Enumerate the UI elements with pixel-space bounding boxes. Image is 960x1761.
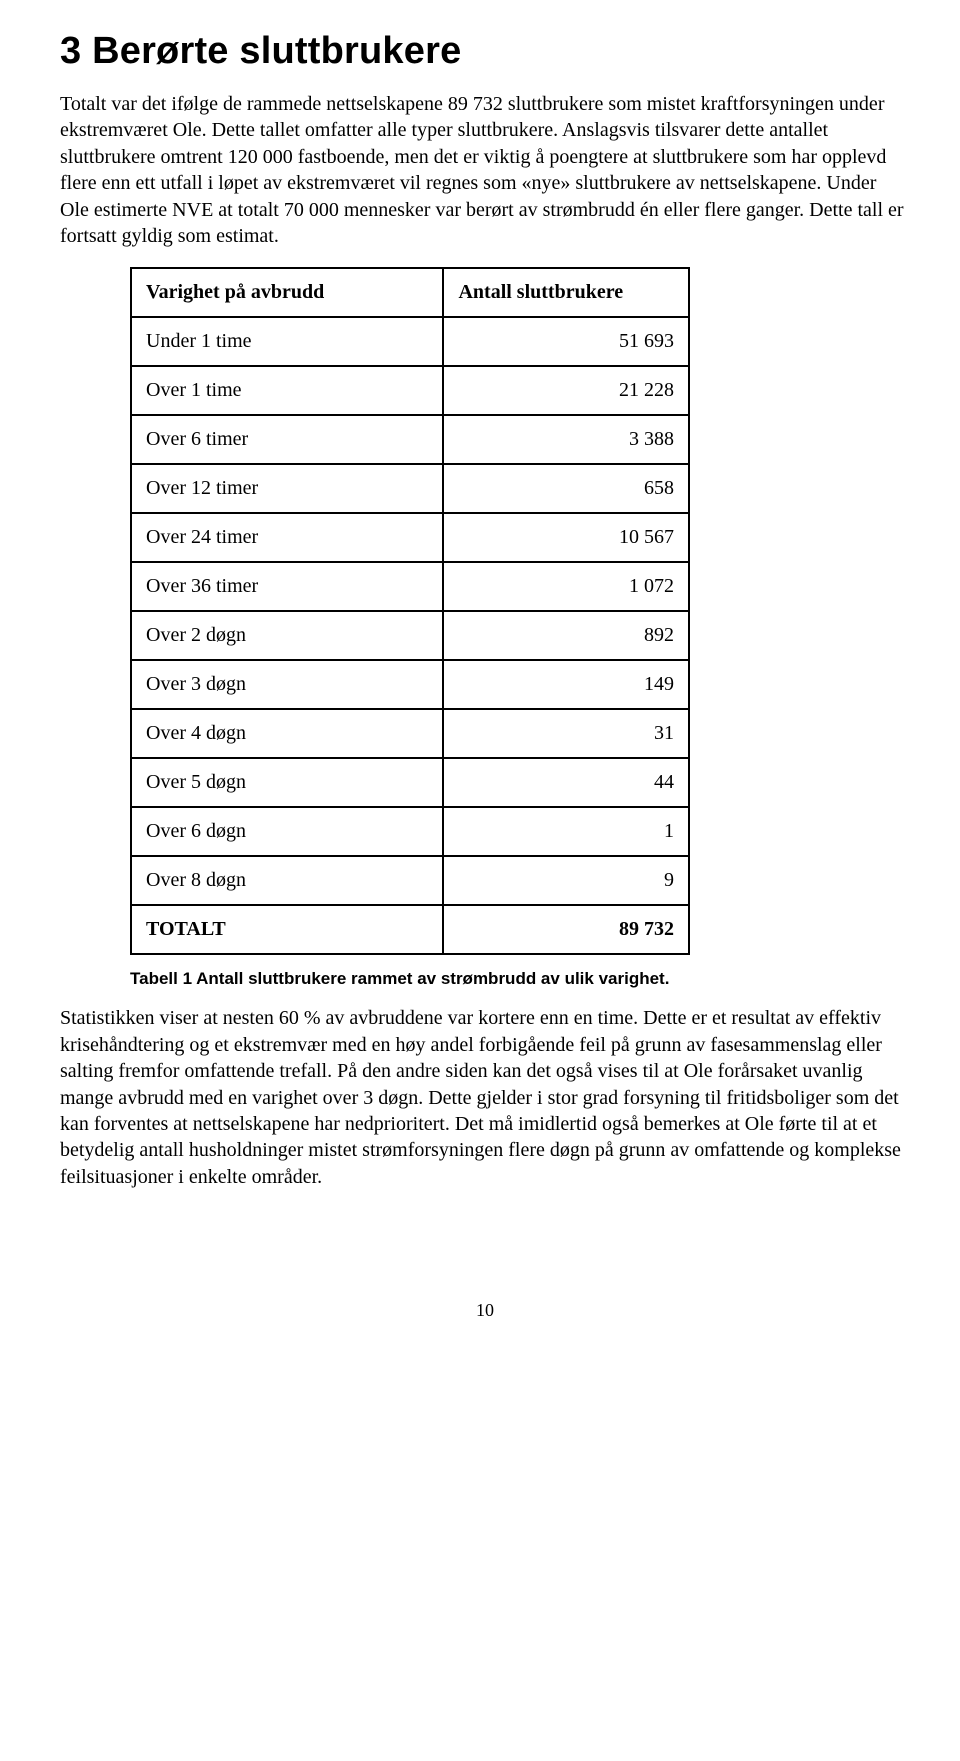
count-cell: 10 567	[443, 513, 689, 562]
count-cell: 149	[443, 660, 689, 709]
count-cell: 1 072	[443, 562, 689, 611]
count-cell: 51 693	[443, 317, 689, 366]
duration-cell: Over 2 døgn	[131, 611, 443, 660]
analysis-paragraph: Statistikken viser at nesten 60 % av avb…	[60, 1005, 910, 1190]
count-cell: 892	[443, 611, 689, 660]
duration-cell: Over 6 timer	[131, 415, 443, 464]
table-row: Over 6 timer3 388	[131, 415, 689, 464]
count-cell: 1	[443, 807, 689, 856]
table-row: Over 4 døgn31	[131, 709, 689, 758]
duration-cell: Over 6 døgn	[131, 807, 443, 856]
table-row: Over 1 time21 228	[131, 366, 689, 415]
count-cell: 21 228	[443, 366, 689, 415]
table-container: Varighet på avbrudd Antall sluttbrukere …	[130, 267, 910, 955]
table-caption: Tabell 1 Antall sluttbrukere rammet av s…	[130, 969, 910, 989]
duration-cell: Under 1 time	[131, 317, 443, 366]
count-cell: 89 732	[443, 905, 689, 954]
table-row: Under 1 time51 693	[131, 317, 689, 366]
duration-cell: Over 24 timer	[131, 513, 443, 562]
count-cell: 9	[443, 856, 689, 905]
col-header-duration: Varighet på avbrudd	[131, 268, 443, 317]
duration-cell: Over 5 døgn	[131, 758, 443, 807]
outage-table: Varighet på avbrudd Antall sluttbrukere …	[130, 267, 690, 955]
table-header-row: Varighet på avbrudd Antall sluttbrukere	[131, 268, 689, 317]
duration-cell: TOTALT	[131, 905, 443, 954]
table-row: Over 6 døgn1	[131, 807, 689, 856]
duration-cell: Over 1 time	[131, 366, 443, 415]
duration-cell: Over 8 døgn	[131, 856, 443, 905]
intro-paragraph: Totalt var det ifølge de rammede nettsel…	[60, 91, 910, 249]
table-row: Over 8 døgn9	[131, 856, 689, 905]
table-row: Over 2 døgn892	[131, 611, 689, 660]
duration-cell: Over 4 døgn	[131, 709, 443, 758]
page-number: 10	[60, 1300, 910, 1321]
table-row: Over 24 timer10 567	[131, 513, 689, 562]
duration-cell: Over 3 døgn	[131, 660, 443, 709]
table-row: Over 12 timer658	[131, 464, 689, 513]
section-heading: 3 Berørte sluttbrukere	[60, 30, 910, 73]
count-cell: 44	[443, 758, 689, 807]
count-cell: 31	[443, 709, 689, 758]
table-row: Over 3 døgn149	[131, 660, 689, 709]
duration-cell: Over 36 timer	[131, 562, 443, 611]
count-cell: 3 388	[443, 415, 689, 464]
table-row: Over 5 døgn44	[131, 758, 689, 807]
table-row: TOTALT89 732	[131, 905, 689, 954]
duration-cell: Over 12 timer	[131, 464, 443, 513]
count-cell: 658	[443, 464, 689, 513]
table-row: Over 36 timer1 072	[131, 562, 689, 611]
col-header-count: Antall sluttbrukere	[443, 268, 689, 317]
